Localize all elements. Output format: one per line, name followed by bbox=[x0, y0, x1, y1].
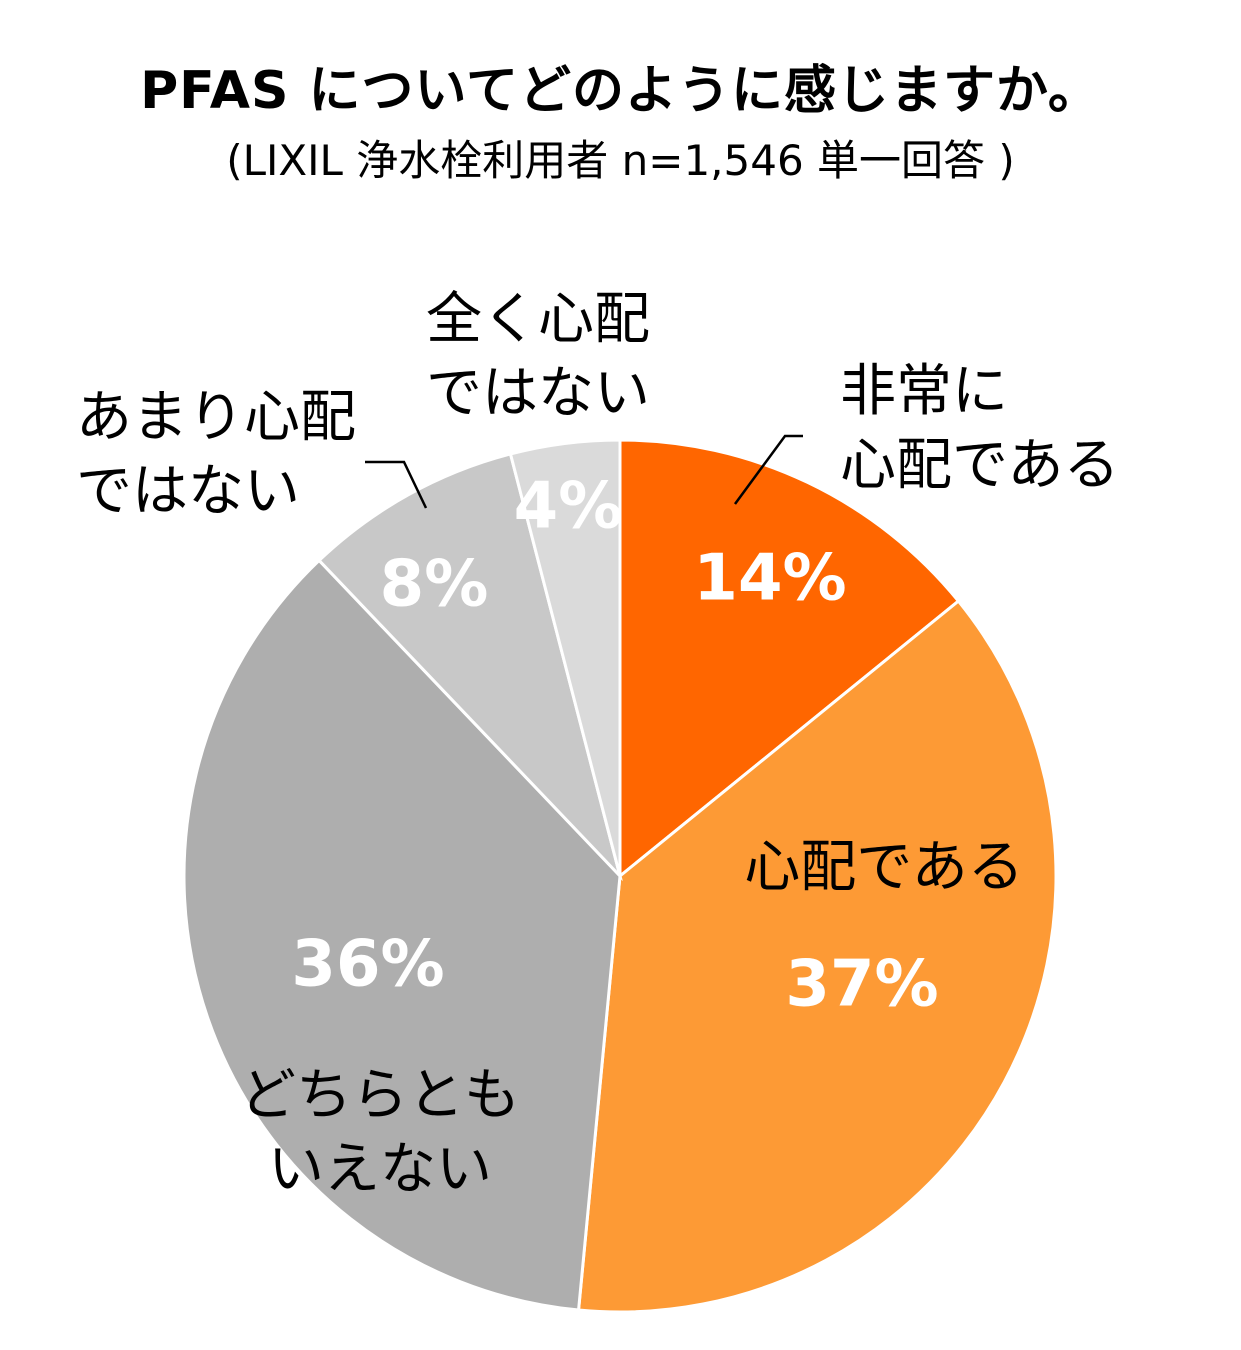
slice-category-label-1: 非常に心配である bbox=[840, 359, 1119, 498]
pie-slice-3 bbox=[182, 558, 622, 1312]
slice-category-label-2: 心配である bbox=[744, 835, 1023, 900]
chart-title: PFAS についてどのように感じますか。 bbox=[140, 61, 1101, 121]
pie-slice-5 bbox=[508, 438, 622, 877]
pie-slice-1 bbox=[618, 438, 961, 880]
slice-category-label-line: 心配である bbox=[744, 835, 1023, 900]
slice-category-label-line: 非常に bbox=[840, 359, 1008, 424]
slice-category-label-line: あまり心配 bbox=[76, 385, 356, 450]
leader-line-4 bbox=[365, 460, 428, 509]
pie-slice-4 bbox=[317, 452, 623, 882]
slice-category-label-line: いえない bbox=[268, 1137, 492, 1202]
slice-value-label-1: 14% bbox=[693, 542, 846, 616]
slice-category-label-5: 全く心配ではない bbox=[426, 287, 650, 426]
chart-subtitle: (LIXIL 浄水栓利用者 n=1,546 単一回答 ) bbox=[226, 136, 1015, 185]
leader-line-1 bbox=[733, 434, 803, 505]
pie-slice-2 bbox=[576, 598, 1058, 1314]
slice-category-label-4: あまり心配ではない bbox=[76, 385, 356, 524]
slice-category-label-line: 全く心配 bbox=[426, 287, 650, 352]
slice-category-label-line: どちらとも bbox=[240, 1063, 520, 1128]
slice-value-label-5: 4% bbox=[514, 470, 623, 544]
slice-value-label-4: 8% bbox=[380, 548, 489, 622]
slice-category-label-line: ではない bbox=[426, 361, 650, 426]
slice-value-label-3: 36% bbox=[291, 928, 444, 1002]
slice-category-label-3: どちらともいえない bbox=[240, 1063, 520, 1202]
slice-category-label-line: 心配である bbox=[840, 433, 1119, 498]
slice-category-label-line: ではない bbox=[76, 459, 300, 524]
slice-value-label-2: 37% bbox=[785, 948, 938, 1022]
